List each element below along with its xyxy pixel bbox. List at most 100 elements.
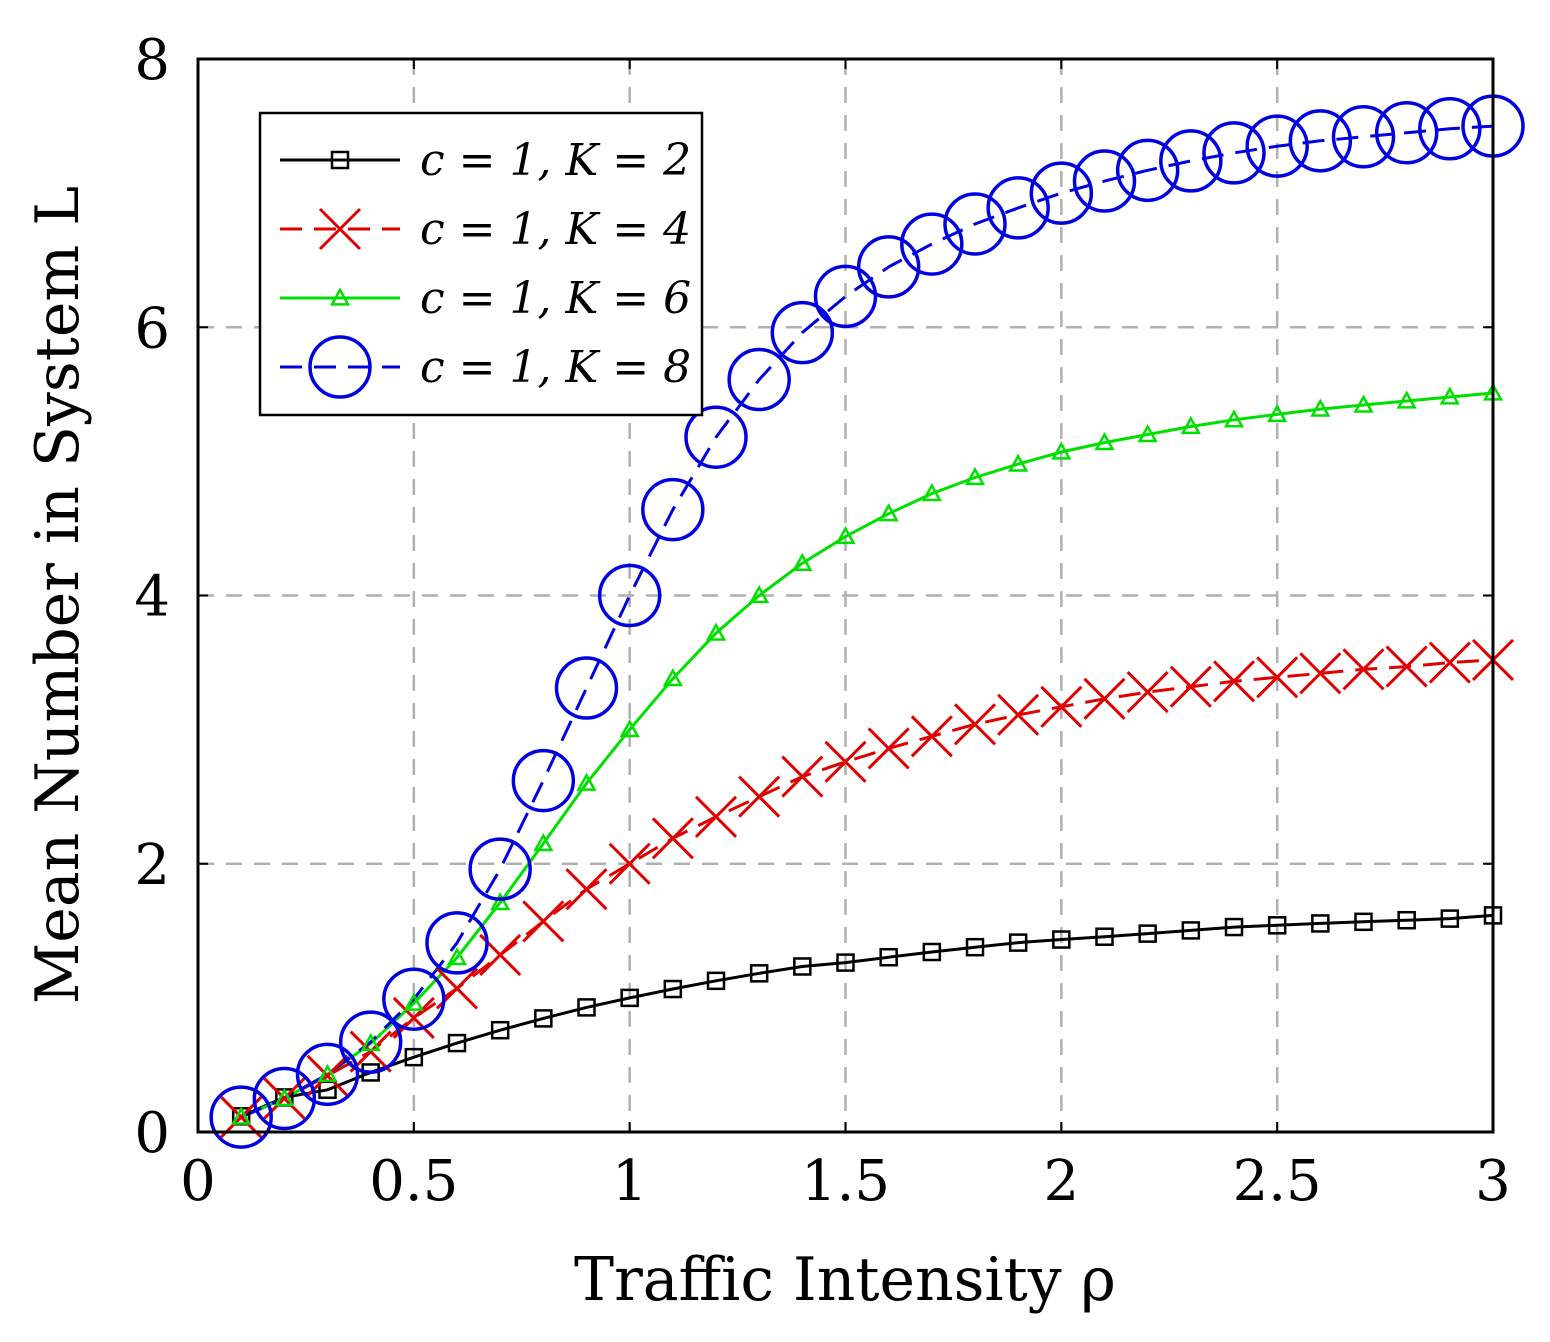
legend-label-1: c = 1, K = 2 xyxy=(420,135,691,186)
data-point-series-2 xyxy=(565,868,608,911)
data-point-series-1 xyxy=(1354,912,1373,932)
data-point-series-4 xyxy=(338,1010,403,1074)
data-point-series-3 xyxy=(231,1106,252,1125)
legend-marker-4 xyxy=(308,335,372,399)
data-point-series-4 xyxy=(425,911,489,975)
data-point-series-3 xyxy=(662,668,683,687)
data-point-series-1 xyxy=(1267,916,1287,935)
data-point-series-3 xyxy=(1051,441,1072,460)
data-point-series-3 xyxy=(490,892,511,911)
data-point-series-3 xyxy=(1396,390,1417,409)
data-point-series-3 xyxy=(705,622,727,641)
data-point-series-1 xyxy=(836,953,855,972)
data-point-series-3 xyxy=(792,552,813,571)
data-point-series-1 xyxy=(1397,910,1416,930)
data-point-series-4 xyxy=(727,347,791,412)
data-point-series-2 xyxy=(1299,652,1342,695)
data-point-series-4 xyxy=(468,837,532,901)
data-point-series-4 xyxy=(1072,149,1137,213)
data-point-series-2 xyxy=(1428,641,1471,684)
x-tick-label: 0.5 xyxy=(369,1149,458,1214)
data-point-series-3 xyxy=(446,947,468,966)
data-point-series-2 xyxy=(997,693,1040,736)
data-point-series-2 xyxy=(738,775,781,818)
data-point-series-3 xyxy=(1310,398,1331,417)
legend-marker-3 xyxy=(329,287,351,306)
data-point-series-4 xyxy=(295,1042,360,1107)
data-point-series-3 xyxy=(360,1032,381,1052)
data-point-series-4 xyxy=(382,967,446,1031)
data-point-series-1 xyxy=(1138,924,1157,943)
data-point-series-4 xyxy=(813,264,878,329)
data-point-series-4 xyxy=(209,1085,273,1149)
data-point-series-1 xyxy=(1181,921,1201,940)
data-point-series-3 xyxy=(274,1087,295,1107)
data-point-series-4 xyxy=(252,1066,317,1131)
data-point-series-3 xyxy=(403,992,424,1011)
data-point-series-1 xyxy=(879,947,898,967)
data-point-series-4 xyxy=(1029,161,1094,225)
data-point-series-3 xyxy=(1094,432,1115,451)
data-point-series-1 xyxy=(490,1020,510,1040)
y-tick-label: 2 xyxy=(134,833,170,898)
y-tick-label: 8 xyxy=(134,28,170,93)
data-point-series-1 xyxy=(1095,927,1114,946)
y-tick-label: 6 xyxy=(134,296,170,361)
data-point-series-4 xyxy=(1115,138,1180,203)
data-point-series-3 xyxy=(533,833,554,852)
data-point-series-4 xyxy=(684,405,748,469)
data-point-series-3 xyxy=(576,772,597,791)
data-point-series-3 xyxy=(964,466,986,486)
data-point-series-2 xyxy=(1342,648,1385,691)
data-point-series-1 xyxy=(749,964,769,983)
data-point-series-1 xyxy=(447,1033,467,1053)
data-point-series-3 xyxy=(1353,394,1374,413)
data-point-series-1 xyxy=(534,1009,553,1028)
data-point-series-4 xyxy=(1288,109,1353,173)
data-point-series-2 xyxy=(1040,685,1083,728)
data-point-series-2 xyxy=(694,795,738,838)
plot-markers-group xyxy=(209,94,1525,1149)
data-point-series-2 xyxy=(1169,665,1212,708)
data-point-series-3 xyxy=(921,482,942,502)
data-point-series-1 xyxy=(1224,917,1244,937)
data-point-series-2 xyxy=(1212,660,1256,703)
data-point-series-2 xyxy=(910,715,953,758)
data-point-series-4 xyxy=(641,477,705,542)
data-point-series-2 xyxy=(651,817,694,860)
x-tick-label: 0 xyxy=(180,1149,216,1214)
data-point-series-1 xyxy=(1008,933,1028,952)
data-point-series-4 xyxy=(597,563,662,628)
data-point-series-2 xyxy=(1385,645,1428,688)
data-point-series-4 xyxy=(1374,101,1439,165)
data-point-series-3 xyxy=(1008,453,1029,472)
series-line-4 xyxy=(240,124,1494,1119)
data-point-series-2 xyxy=(953,703,997,746)
data-point-series-1 xyxy=(1052,930,1071,949)
data-point-series-4 xyxy=(900,212,964,276)
data-point-series-1 xyxy=(1311,914,1330,933)
data-point-series-3 xyxy=(317,1063,338,1082)
data-point-series-4 xyxy=(1245,114,1309,178)
data-point-series-3 xyxy=(878,503,899,522)
data-point-series-3 xyxy=(749,584,770,604)
data-point-series-2 xyxy=(867,727,910,770)
data-point-series-4 xyxy=(986,176,1050,240)
data-point-series-2 xyxy=(1083,677,1126,720)
data-point-series-2 xyxy=(1126,671,1169,714)
x-axis-label: Traffic Intensity ρ xyxy=(574,1245,1116,1315)
legend-marker-1 xyxy=(330,150,350,170)
data-point-series-1 xyxy=(922,942,942,962)
data-point-series-1 xyxy=(620,988,639,1008)
legend-box xyxy=(258,111,704,417)
x-tick-label: 1.5 xyxy=(801,1149,890,1214)
data-point-series-3 xyxy=(1267,403,1288,423)
data-point-series-1 xyxy=(965,937,985,957)
data-point-series-4 xyxy=(1418,96,1482,161)
data-point-series-4 xyxy=(856,235,921,299)
data-point-series-4 xyxy=(1202,121,1266,185)
data-point-series-1 xyxy=(404,1047,424,1067)
y-tick-label: 0 xyxy=(134,1101,170,1166)
